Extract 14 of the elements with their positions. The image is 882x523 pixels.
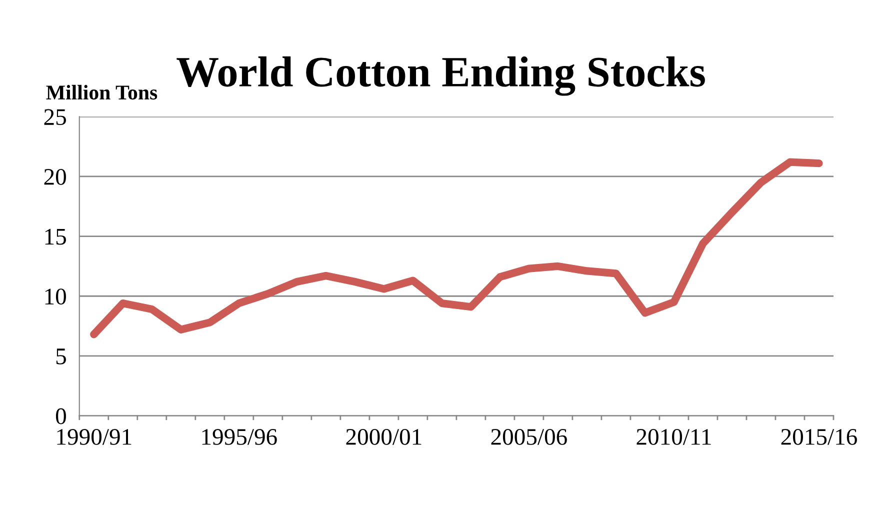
x-tick-label: 2005/06 (491, 428, 567, 445)
y-tick-label: 10 (45, 288, 66, 305)
y-axis-title: Million Tons (46, 84, 158, 100)
y-tick-label: 0 (56, 408, 66, 424)
x-tick-label: 2000/01 (346, 428, 422, 445)
y-tick-label: 25 (44, 109, 66, 126)
y-tick-label: 5 (56, 348, 66, 364)
x-tick-label: 2015/16 (781, 428, 857, 445)
chart-title: World Cotton Ending Stocks (176, 56, 705, 96)
y-tick-label: 15 (45, 228, 66, 245)
x-tick-label: 1995/96 (202, 429, 277, 445)
x-tick-label: 1990/91 (57, 428, 132, 445)
x-tick-label: 2010/11 (636, 428, 711, 445)
y-tick-label: 20 (44, 168, 66, 185)
